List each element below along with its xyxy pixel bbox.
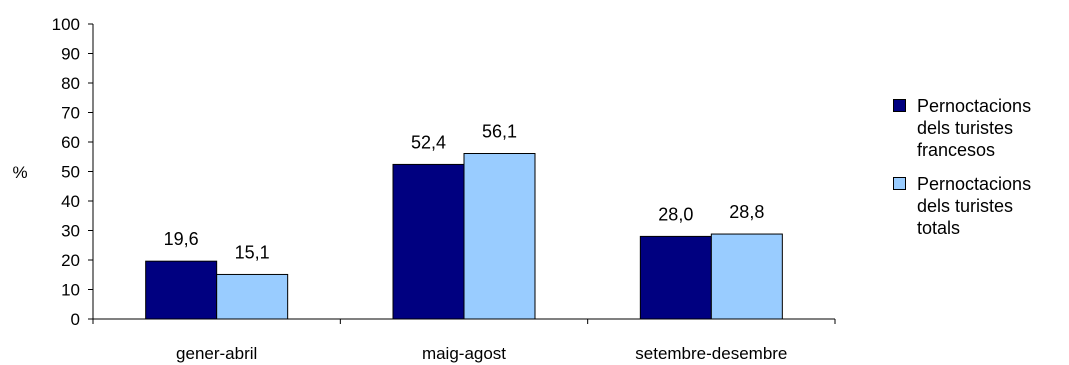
legend-swatch-totals xyxy=(893,177,906,190)
y-tick-label: 20 xyxy=(61,251,80,270)
y-tick-label: 100 xyxy=(52,15,80,34)
y-tick-label: 60 xyxy=(61,133,80,152)
y-tick-label: 50 xyxy=(61,163,80,182)
data-label: 28,8 xyxy=(729,202,764,222)
x-tick-label: setembre-desembre xyxy=(635,344,787,363)
data-label: 52,4 xyxy=(411,132,446,152)
bars xyxy=(145,153,783,320)
bar xyxy=(710,233,783,320)
legend-label-francesos: Pernoctacions dels turistes francesos xyxy=(917,96,1032,160)
y-axis-ticks: 0 10 20 30 40 50 60 70 80 90 100 xyxy=(52,15,93,329)
legend-item-francesos: Pernoctacions dels turistes francesos xyxy=(893,95,1063,161)
legend: Pernoctacions dels turistes francesos Pe… xyxy=(893,95,1063,251)
y-tick-label: 90 xyxy=(61,45,80,64)
bar xyxy=(145,260,218,320)
data-label: 19,6 xyxy=(164,229,199,249)
data-label: 15,1 xyxy=(235,242,270,262)
y-tick-label: 40 xyxy=(61,192,80,211)
y-tick-label: 10 xyxy=(61,281,80,300)
bar xyxy=(392,163,465,320)
data-label: 56,1 xyxy=(482,122,517,142)
x-axis-ticks: gener-abril maig-agost setembre-desembre xyxy=(92,319,836,363)
legend-swatch-francesos xyxy=(893,99,906,112)
y-tick-label: 0 xyxy=(71,310,80,329)
bar xyxy=(639,235,712,320)
x-tick-label: maig-agost xyxy=(422,344,506,363)
y-tick-label: 80 xyxy=(61,74,80,93)
bar xyxy=(216,273,289,320)
y-tick-label: 70 xyxy=(61,104,80,123)
data-label: 28,0 xyxy=(658,204,693,224)
y-tick-label: 30 xyxy=(61,222,80,241)
y-axis-label: % xyxy=(12,163,27,182)
bar xyxy=(463,153,536,320)
legend-label-totals: Pernoctacions dels turistes totals xyxy=(917,174,1032,238)
legend-item-totals: Pernoctacions dels turistes totals xyxy=(893,173,1063,239)
data-labels: 19,6 15,1 52,4 56,1 28,0 28,8 xyxy=(164,122,765,263)
x-tick-label: gener-abril xyxy=(176,344,257,363)
